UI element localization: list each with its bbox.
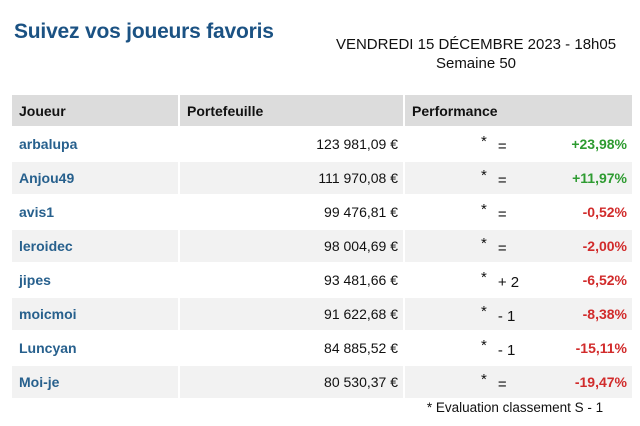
rank-asterisk-marker: *: [481, 234, 487, 252]
portfolio-value: 99 476,81 €: [324, 204, 398, 220]
portfolio-value: 111 970,08 €: [318, 170, 398, 186]
favorite-players-table: Joueur Portefeuille Performance arbalupa…: [10, 93, 634, 400]
portfolio-value: 84 885,52 €: [324, 340, 398, 356]
table-row: moicmoi 91 622,68 € * - 1 -8,38%: [12, 298, 632, 330]
player-cell: moicmoi: [12, 298, 178, 330]
table-row: arbalupa 123 981,09 € * = +23,98%: [12, 128, 632, 160]
player-name-link[interactable]: Luncyan: [19, 340, 77, 356]
performance-percentage: +23,98%: [571, 136, 627, 152]
week-line: Semaine 50: [435, 55, 517, 72]
rank-evolution: * =: [481, 230, 507, 262]
player-cell: Moi-je: [12, 366, 178, 398]
date-block: VENDREDI 15 DÉCEMBRE 2023 - 18h05 Semain…: [330, 35, 622, 73]
table-header-row: Joueur Portefeuille Performance: [12, 95, 632, 126]
rank-evolution: * - 1: [481, 332, 515, 364]
player-name-link[interactable]: avis1: [19, 204, 55, 220]
portfolio-value: 80 530,37 €: [324, 374, 398, 390]
date-line: VENDREDI 15 DÉCEMBRE 2023 - 18h05: [335, 36, 617, 53]
rank-evolution: * - 1: [481, 298, 515, 330]
rank-evolution: * =: [481, 128, 507, 160]
portfolio-cell: 80 530,37 €: [180, 366, 403, 398]
rank-change-value: =: [497, 239, 507, 257]
player-name-link[interactable]: Anjou49: [19, 170, 75, 186]
table-row: leroidec 98 004,69 € * = -2,00%: [12, 230, 632, 262]
performance-percentage: -19,47%: [574, 374, 627, 390]
rank-evolution: * =: [481, 196, 507, 228]
portfolio-cell: 123 981,09 €: [180, 128, 403, 160]
rank-evolution: * =: [481, 366, 507, 398]
column-header-portfolio: Portefeuille: [180, 95, 403, 126]
portfolio-value: 91 622,68 €: [324, 306, 398, 322]
table-row: Luncyan 84 885,52 € * - 1 -15,11%: [12, 332, 632, 364]
portfolio-value: 123 981,09 €: [316, 136, 398, 152]
rank-change-value: =: [497, 171, 507, 189]
rank-change-value: =: [497, 137, 507, 155]
player-cell: leroidec: [12, 230, 178, 262]
portfolio-value: 98 004,69 €: [324, 238, 398, 254]
column-header-player: Joueur: [12, 95, 178, 126]
rank-change-value: =: [497, 375, 507, 393]
portfolio-cell: 93 481,66 €: [180, 264, 403, 296]
portfolio-cell: 99 476,81 €: [180, 196, 403, 228]
player-name-link[interactable]: arbalupa: [19, 136, 78, 152]
page-title: Suivez vos joueurs favoris: [14, 20, 274, 44]
player-cell: arbalupa: [12, 128, 178, 160]
performance-cell: * = -2,00%: [405, 230, 632, 262]
portfolio-cell: 111 970,08 €: [180, 162, 403, 194]
rank-asterisk-marker: *: [481, 302, 487, 320]
rank-change-value: =: [497, 205, 507, 223]
column-header-performance: Performance: [405, 95, 632, 126]
rank-asterisk-marker: *: [481, 132, 487, 150]
portfolio-cell: 84 885,52 €: [180, 332, 403, 364]
rank-change-value: - 1: [497, 307, 516, 325]
performance-cell: * = +23,98%: [405, 128, 632, 160]
rank-evolution: * + 2: [481, 264, 519, 296]
rank-change-value: - 1: [497, 341, 516, 359]
player-name-link[interactable]: leroidec: [19, 238, 73, 254]
table-row: Moi-je 80 530,37 € * = -19,47%: [12, 366, 632, 398]
performance-cell: * = -0,52%: [405, 196, 632, 228]
rank-evolution: * =: [481, 162, 507, 194]
rank-asterisk-marker: *: [481, 370, 487, 388]
portfolio-value: 93 481,66 €: [324, 272, 398, 288]
player-cell: jipes: [12, 264, 178, 296]
player-name-link[interactable]: moicmoi: [19, 306, 77, 322]
performance-cell: * = -19,47%: [405, 366, 632, 398]
table-row: Anjou49 111 970,08 € * = +11,97%: [12, 162, 632, 194]
performance-percentage: -6,52%: [582, 272, 627, 288]
player-cell: Luncyan: [12, 332, 178, 364]
table-row: jipes 93 481,66 € * + 2 -6,52%: [12, 264, 632, 296]
rank-asterisk-marker: *: [481, 166, 487, 184]
rank-asterisk-marker: *: [481, 268, 487, 286]
performance-cell: * - 1 -15,11%: [405, 332, 632, 364]
footnote: * Evaluation classement S - 1: [426, 400, 604, 415]
performance-cell: * - 1 -8,38%: [405, 298, 632, 330]
player-name-link[interactable]: jipes: [19, 272, 51, 288]
performance-percentage: +11,97%: [572, 170, 627, 186]
rank-asterisk-marker: *: [481, 336, 487, 354]
performance-cell: * + 2 -6,52%: [405, 264, 632, 296]
player-name-link[interactable]: Moi-je: [19, 374, 60, 390]
player-cell: Anjou49: [12, 162, 178, 194]
rank-asterisk-marker: *: [481, 200, 487, 218]
performance-percentage: -8,38%: [582, 306, 627, 322]
portfolio-cell: 98 004,69 €: [180, 230, 403, 262]
player-cell: avis1: [12, 196, 178, 228]
table-row: avis1 99 476,81 € * = -0,52%: [12, 196, 632, 228]
performance-cell: * = +11,97%: [405, 162, 632, 194]
rank-change-value: + 2: [497, 273, 520, 291]
portfolio-cell: 91 622,68 €: [180, 298, 403, 330]
performance-percentage: -0,52%: [582, 204, 627, 220]
performance-percentage: -2,00%: [582, 238, 627, 254]
performance-percentage: -15,11%: [575, 340, 627, 356]
